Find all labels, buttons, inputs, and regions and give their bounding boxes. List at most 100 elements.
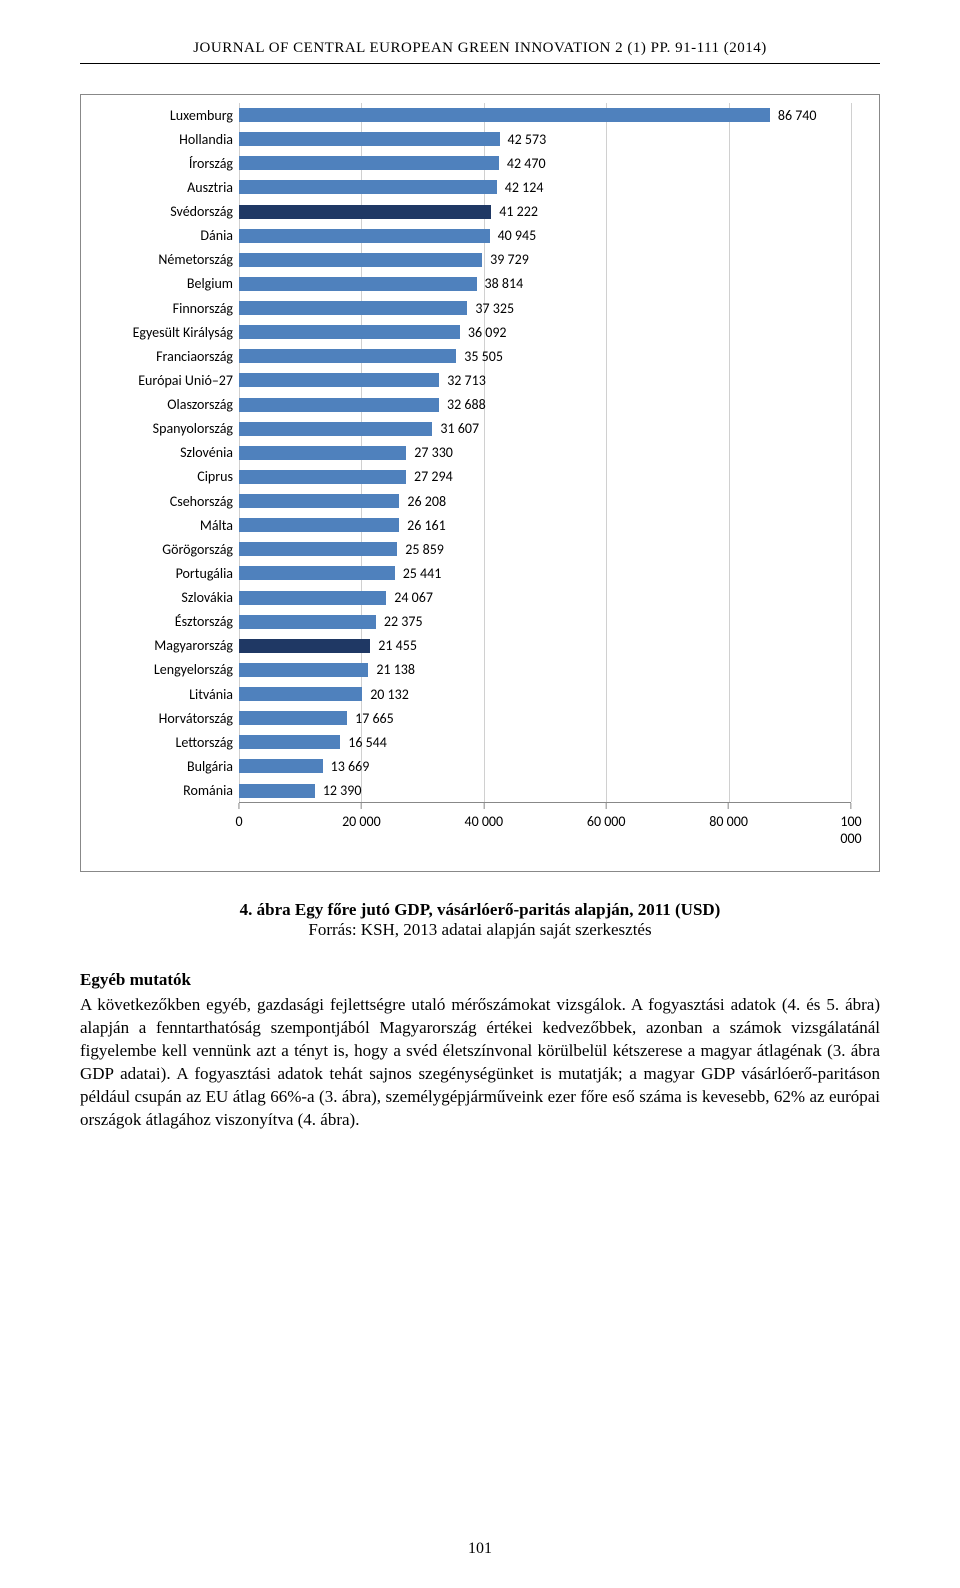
- bar-label: Dánia: [89, 227, 239, 244]
- bar-rect: [239, 735, 340, 749]
- bar-label: Németország: [89, 251, 239, 268]
- bar-value: 20 132: [362, 686, 409, 703]
- bar-rect: [239, 180, 497, 194]
- body-paragraph: A következőkben egyéb, gazdasági fejlett…: [80, 994, 880, 1132]
- bar-row: Lettország16 544: [239, 730, 851, 754]
- bar-rect: [239, 156, 499, 170]
- bar-value: 17 665: [347, 710, 394, 727]
- axis-tick-label: 0: [235, 813, 242, 830]
- bar-rect: [239, 277, 477, 291]
- bar-rect: [239, 301, 467, 315]
- bar-label: Spanyolország: [89, 420, 239, 437]
- bar-label: Ciprus: [89, 468, 239, 485]
- bar-rect: [239, 639, 370, 653]
- bar-label: Hollandia: [89, 131, 239, 148]
- bar-row: Svédország41 222: [239, 200, 851, 224]
- bar-label: Belgium: [89, 275, 239, 292]
- bar-rect: [239, 398, 439, 412]
- bar-row: Bulgária13 669: [239, 754, 851, 778]
- bar-value: 40 945: [490, 227, 537, 244]
- bar-value: 12 390: [315, 782, 362, 799]
- bar-value: 35 505: [456, 348, 503, 365]
- axis-tick-label: 40 000: [464, 813, 503, 830]
- figure-number: 4.: [240, 900, 253, 919]
- bar-label: Írország: [89, 155, 239, 172]
- section-title: Egyéb mutatók: [80, 970, 880, 990]
- bar-value: 27 330: [406, 444, 453, 461]
- bar-label: Lettország: [89, 734, 239, 751]
- bar-rect: [239, 687, 362, 701]
- bar-label: Horvátország: [89, 710, 239, 727]
- axis-tick: 40 000: [464, 803, 503, 830]
- bar-rect: [239, 566, 395, 580]
- bar-value: 26 161: [399, 517, 446, 534]
- axis-tick-label: 60 000: [587, 813, 626, 830]
- page-number: 101: [0, 1540, 960, 1558]
- bar-row: Ausztria42 124: [239, 175, 851, 199]
- bar-rect: [239, 349, 456, 363]
- bar-label: Portugália: [89, 565, 239, 582]
- bar-row: Lengyelország21 138: [239, 658, 851, 682]
- chart-frame: Luxemburg86 740Hollandia42 573Írország42…: [80, 94, 880, 872]
- bar-value: 42 470: [499, 155, 546, 172]
- bar-row: Magyarország21 455: [239, 634, 851, 658]
- axis-tick: 60 000: [587, 803, 626, 830]
- bar-value: 25 859: [397, 541, 444, 558]
- axis-tick-label: 100 000: [840, 813, 861, 847]
- bar-value: 39 729: [482, 251, 529, 268]
- bar-label: Ausztria: [89, 179, 239, 196]
- bar-value: 41 222: [491, 203, 538, 220]
- bar-value: 21 138: [368, 661, 415, 678]
- bar-value: 13 669: [323, 758, 370, 775]
- bar-rect: [239, 253, 482, 267]
- bar-rect: [239, 229, 490, 243]
- bar-row: Ciprus27 294: [239, 465, 851, 489]
- bar-rect: [239, 615, 376, 629]
- bar-rect: [239, 373, 439, 387]
- bar-row: Finnország37 325: [239, 296, 851, 320]
- axis-tick: 80 000: [709, 803, 748, 830]
- bar-rect: [239, 470, 406, 484]
- bar-rect: [239, 711, 347, 725]
- bar-value: 25 441: [395, 565, 442, 582]
- bar-rect: [239, 132, 500, 146]
- axis-tick: 0: [235, 803, 242, 830]
- bar-value: 21 455: [370, 637, 417, 654]
- bar-rect: [239, 205, 491, 219]
- bar-value: 32 688: [439, 396, 486, 413]
- bar-label: Franciaország: [89, 348, 239, 365]
- bar-label: Finnország: [89, 300, 239, 317]
- bar-rect: [239, 759, 323, 773]
- bar-row: Szlovákia24 067: [239, 586, 851, 610]
- axis-tick-label: 20 000: [342, 813, 381, 830]
- bar-rect: [239, 494, 399, 508]
- bar-rect: [239, 325, 460, 339]
- bar-value: 32 713: [439, 372, 486, 389]
- running-header: JOURNAL OF CENTRAL EUROPEAN GREEN INNOVA…: [80, 40, 880, 57]
- bar-label: Málta: [89, 517, 239, 534]
- figure-caption: 4. ábra Egy főre jutó GDP, vásárlóerő-pa…: [80, 900, 880, 940]
- bar-value: 26 208: [399, 493, 446, 510]
- bar-rect: [239, 591, 386, 605]
- bar-row: Málta26 161: [239, 513, 851, 537]
- grid-line: [851, 103, 852, 802]
- bar-row: Olaszország32 688: [239, 393, 851, 417]
- bar-rect: [239, 108, 770, 122]
- bar-value: 37 325: [467, 300, 514, 317]
- bar-label: Észtország: [89, 613, 239, 630]
- axis-tick: 20 000: [342, 803, 381, 830]
- bar-label: Románia: [89, 782, 239, 799]
- bar-label: Litvánia: [89, 686, 239, 703]
- bar-rect: [239, 784, 315, 798]
- bar-label: Bulgária: [89, 758, 239, 775]
- bar-value: 24 067: [386, 589, 433, 606]
- figure-title: ábra Egy főre jutó GDP, vásárlóerő-parit…: [252, 900, 720, 919]
- gdp-bar-chart: Luxemburg86 740Hollandia42 573Írország42…: [89, 103, 871, 863]
- bar-label: Európai Unió–27: [89, 372, 239, 389]
- bar-row: Egyesült Királyság36 092: [239, 320, 851, 344]
- bar-label: Egyesült Királyság: [89, 324, 239, 341]
- bar-row: Európai Unió–2732 713: [239, 368, 851, 392]
- bar-rect: [239, 542, 397, 556]
- bar-row: Csehország26 208: [239, 489, 851, 513]
- bar-label: Csehország: [89, 493, 239, 510]
